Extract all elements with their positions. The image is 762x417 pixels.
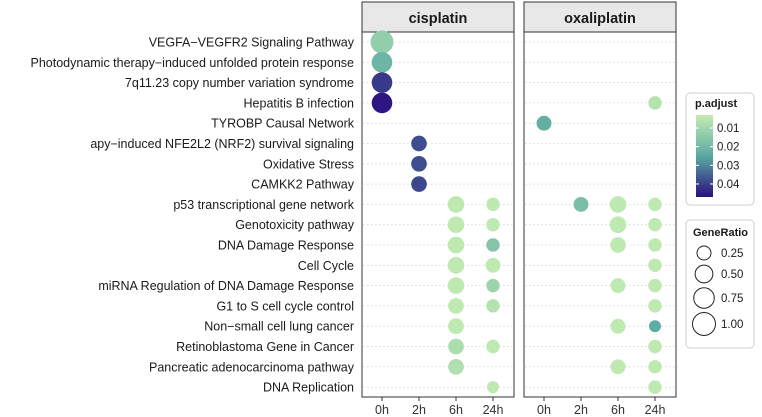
y-tick-label: DNA Replication (263, 381, 354, 395)
data-point (610, 318, 626, 334)
data-point (648, 380, 662, 394)
data-point (411, 155, 427, 172)
data-point (486, 217, 500, 232)
data-point (648, 238, 662, 252)
size-key-label: 0.25 (721, 248, 743, 260)
color-tick-label: 0.01 (717, 123, 739, 135)
color-tick-label: 0.04 (717, 179, 740, 191)
data-point (610, 359, 626, 375)
data-point (610, 237, 626, 253)
data-point (648, 197, 662, 212)
x-tick-label: 6h (611, 403, 625, 417)
data-point (649, 320, 661, 333)
size-key-label: 0.75 (721, 293, 743, 305)
facet-strip-label: oxaliplatin (564, 11, 636, 27)
data-point (648, 339, 662, 354)
data-point (648, 217, 662, 232)
y-tick-label: G1 to S cell cycle control (216, 299, 354, 313)
legend-box (685, 219, 755, 349)
facet-strip (361, 1, 515, 33)
data-point (447, 196, 465, 213)
x-tick-label: 0h (375, 403, 389, 417)
color-tick-label: 0.02 (717, 142, 739, 154)
legend-title: p.adjust (695, 98, 738, 110)
data-point (370, 30, 394, 54)
data-point (648, 258, 662, 273)
data-point (486, 238, 500, 252)
data-point (610, 278, 626, 294)
y-tick-label: 7q11.23 copy number variation syndrome (125, 76, 354, 90)
data-point (487, 381, 499, 394)
size-key (693, 287, 715, 309)
y-tick-label: Hepatitis B infection (244, 96, 355, 110)
data-point (485, 257, 501, 273)
data-point (371, 92, 393, 114)
data-point (371, 72, 393, 93)
data-point (447, 256, 465, 274)
data-point (609, 216, 627, 234)
y-tick-label: apy−induced NFE2L2 (NRF2) survival signa… (90, 137, 354, 151)
size-key-label: 0.50 (721, 269, 743, 281)
data-point (448, 338, 464, 355)
y-axis-labels: VEGFA−VEGFR2 Signaling Pathway Photodynam… (31, 36, 355, 395)
data-point (447, 216, 465, 234)
data-point (486, 197, 500, 212)
panel-background (361, 31, 515, 398)
y-tick-label: CAMKK2 Pathway (251, 178, 355, 192)
size-key (696, 245, 712, 261)
data-point (447, 277, 465, 294)
size-key (692, 312, 716, 336)
y-tick-label: Oxidative Stress (263, 157, 354, 171)
data-point (648, 96, 662, 110)
x-tick-label: 0h (537, 403, 551, 417)
data-point (486, 278, 500, 293)
x-tick-label: 24h (645, 403, 666, 417)
y-tick-label: miRNA Regulation of DNA Damage Response (98, 279, 354, 293)
data-point (447, 236, 465, 254)
color-bar (696, 115, 713, 197)
data-point (411, 135, 427, 152)
y-tick-label: Cell Cycle (298, 259, 354, 273)
facet-strip (523, 1, 677, 33)
y-tick-label: Retinoblastoma Gene in Cancer (176, 340, 354, 354)
data-point (448, 298, 464, 314)
size-key (694, 264, 714, 284)
y-tick-label: VEGFA−VEGFR2 Signaling Pathway (149, 36, 355, 50)
data-point (486, 339, 500, 354)
x-tick-label: 2h (412, 403, 426, 417)
data-point (648, 299, 662, 313)
data-point (411, 176, 427, 192)
data-point (448, 358, 464, 375)
data-point (573, 196, 589, 212)
facet-panel-oxaliplatin: oxaliplatin 0h 2h 6h 24h (523, 1, 677, 417)
data-point (486, 299, 500, 313)
y-tick-label: Genotoxicity pathway (235, 218, 355, 232)
y-tick-label: Pancreatic adenocarcinoma pathway (149, 360, 355, 374)
data-point (448, 318, 464, 335)
gene-ratio-legend: GeneRatio 0.25 0.50 0.75 1.00 (685, 219, 755, 349)
data-point (609, 196, 627, 213)
legend-title: GeneRatio (693, 227, 748, 239)
p-adjust-legend: p.adjust 0.01 0.02 0.03 0.04 (685, 92, 755, 206)
color-tick-label: 0.03 (717, 160, 739, 172)
y-tick-label: TYROBP Causal Network (211, 117, 355, 131)
data-point (536, 115, 552, 131)
y-tick-label: DNA Damage Response (218, 239, 354, 253)
data-point (371, 52, 393, 73)
x-tick-label: 2h (574, 403, 588, 417)
y-tick-label: Photodynamic therapy−induced unfolded pr… (31, 56, 355, 70)
x-tick-label: 24h (483, 403, 504, 417)
facet-panels: cisplatin 0h 2h 6h 24h oxaliplatin 0h 2h 6h 24h (361, 1, 677, 417)
size-key-label: 1.00 (721, 319, 743, 331)
y-tick-label: p53 transcriptional gene network (173, 198, 354, 212)
x-tick-label: 6h (449, 403, 463, 417)
data-point (648, 360, 662, 374)
facet-strip-label: cisplatin (409, 11, 468, 27)
data-point (648, 278, 662, 293)
panel-background (523, 31, 677, 398)
y-tick-label: Non−small cell lung cancer (204, 320, 354, 334)
